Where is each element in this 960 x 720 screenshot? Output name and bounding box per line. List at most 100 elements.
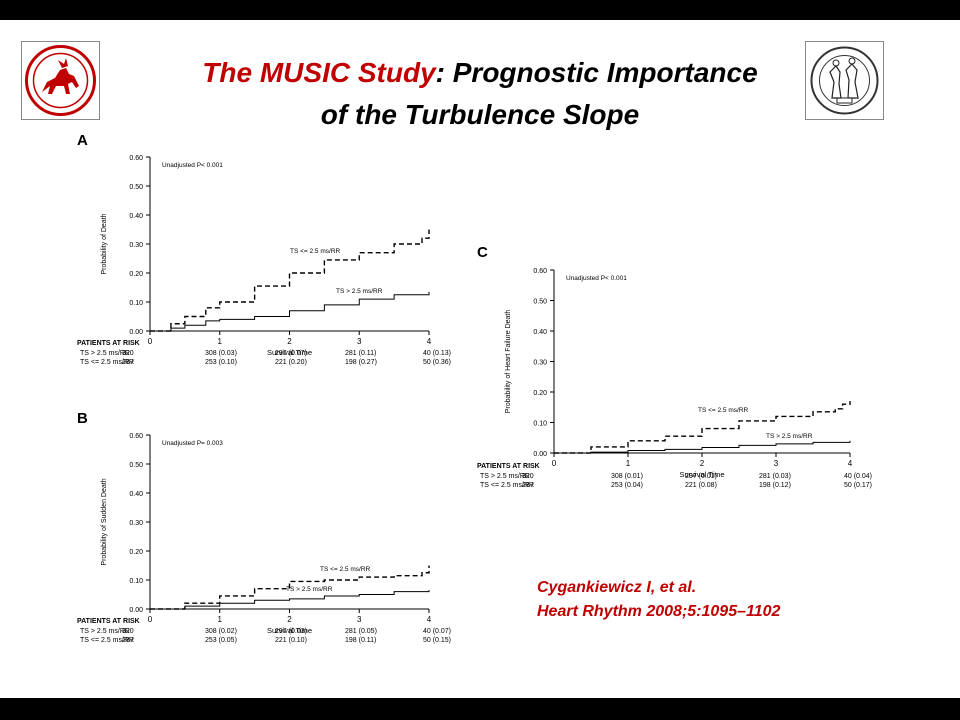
series-label: TS > 2.5 ms/RR	[766, 433, 813, 440]
x-tick-label: 1	[626, 459, 631, 468]
series-label: TS > 2.5 ms/RR	[336, 288, 383, 295]
risk-cell: 297 (0.07)	[275, 350, 307, 357]
university-seal-icon	[810, 46, 879, 115]
citation: Cygankiewicz I, et al. Heart Rhythm 2008…	[537, 576, 780, 624]
y-tick-label: 0.10	[129, 300, 143, 307]
y-tick-label: 0.30	[533, 360, 547, 367]
x-tick-label: 3	[774, 459, 779, 468]
title-accent: The MUSIC Study	[202, 57, 436, 88]
y-tick-label: 0.40	[533, 329, 547, 336]
series-label: TS <= 2.5 ms/RR	[290, 248, 341, 255]
risk-cell: 221 (0.08)	[685, 482, 717, 489]
y-tick-label: 0.00	[129, 607, 143, 614]
y-axis-label: Probability of Death	[101, 213, 108, 274]
risk-table-row: TS <= 2.5 ms/RR 287 253 (0.10) 221 (0.20) 19…	[77, 358, 451, 367]
chart-a-death: 0.00 0.10 0.20 0.30 0.40 0.50 0.60 0 1 2 3 4 Surviva…	[101, 155, 432, 357]
series-label: TS <= 2.5 ms/RR	[320, 566, 371, 573]
risk-cell: 198 (0.11)	[345, 637, 377, 644]
y-tick-label: 0.60	[129, 433, 143, 440]
series-ts-high-line	[554, 440, 851, 454]
x-tick-label: 4	[427, 615, 432, 624]
x-tick-label: 2	[287, 615, 292, 624]
x-axis-label: Survival Time	[679, 470, 724, 479]
p-value-annotation: Unadjusted P< 0.001	[566, 275, 627, 282]
risk-cell: 287	[122, 359, 134, 366]
risk-cell: 253 (0.05)	[205, 637, 237, 644]
risk-row-label: TS > 2.5 ms/RR	[80, 350, 130, 357]
citation-journal: Heart Rhythm 2008;5:1095–1102	[537, 603, 781, 620]
y-axis-label: Probability of Sudden Death	[101, 478, 108, 565]
risk-cell: 308 (0.02)	[205, 628, 237, 635]
slide: The MUSIC Study: Prognostic Importance o…	[0, 20, 960, 698]
risk-table-row: TS <= 2.5 ms/RR 287 253 (0.05) 221 (0.10) 19…	[77, 636, 451, 645]
university-seal-logo	[805, 41, 884, 120]
risk-cell: 287	[122, 637, 134, 644]
risk-table-a: PATIENTS AT RISK TS > 2.5 ms/RR 320 308 (0.…	[77, 339, 451, 367]
y-tick-label: 0.30	[129, 520, 143, 527]
risk-cell: 50 (0.15)	[423, 637, 452, 644]
risk-cell: 253 (0.04)	[611, 482, 643, 489]
risk-cell: 198 (0.27)	[345, 359, 377, 366]
series-ts-high-line	[150, 291, 430, 332]
x-tick-label: 1	[218, 615, 223, 624]
y-tick-label: 0.30	[129, 242, 143, 249]
risk-cell: 40 (0.07)	[423, 628, 452, 635]
y-tick-label: 0.20	[129, 271, 143, 278]
y-tick-label: 0.40	[129, 491, 143, 498]
citation-authors: Cygankiewicz I, et al.	[537, 579, 697, 596]
risk-cell: 40 (0.04)	[844, 473, 873, 480]
slide-title: The MUSIC Study: Prognostic Importance o…	[120, 52, 840, 136]
y-tick-label: 0.00	[533, 451, 547, 458]
x-tick-label: 0	[552, 459, 557, 468]
x-tick-label: 0	[148, 615, 153, 624]
risk-table-b: PATIENTS AT RISK TS > 2.5 ms/RR 320 308 (0.…	[77, 617, 451, 645]
p-value-annotation: Unadjusted P< 0.001	[162, 162, 223, 169]
chart-b-sudden-death: 0.00 0.10 0.20 0.30 0.40 0.50 0.60 0 1 2 3 4 Surviva…	[101, 433, 432, 635]
y-tick-label: 0.10	[129, 578, 143, 585]
risk-table-row: TS > 2.5 ms/RR 320 308 (0.01) 297 (0.01) 281…	[477, 472, 872, 481]
risk-row-label: TS <= 2.5 ms/RR	[80, 359, 135, 366]
risk-cell: 320	[122, 628, 134, 635]
series-label: TS > 2.5 ms/RR	[286, 586, 333, 593]
risk-cell: 308 (0.03)	[205, 350, 237, 357]
risk-cell: 281 (0.03)	[759, 473, 791, 480]
x-tick-label: 1	[218, 337, 223, 346]
pegasus-seal-logo	[21, 41, 100, 120]
risk-cell: 198 (0.12)	[759, 482, 791, 489]
series-label: TS <= 2.5 ms/RR	[698, 407, 749, 414]
panel-label-c: C	[477, 244, 488, 261]
y-tick-label: 0.10	[533, 421, 547, 428]
series-ts-low-line	[554, 401, 851, 454]
y-tick-label: 0.20	[533, 390, 547, 397]
title-line-1: The MUSIC Study: Prognostic Importance	[120, 52, 840, 94]
risk-cell: 297 (0.01)	[685, 473, 717, 480]
x-axis-label: Survival Time	[267, 626, 312, 635]
y-tick-label: 0.20	[129, 549, 143, 556]
x-tick-label: 0	[148, 337, 153, 346]
risk-cell: 221 (0.20)	[275, 359, 307, 366]
risk-row-label: TS > 2.5 ms/RR	[80, 628, 130, 635]
y-tick-label: 0.00	[129, 329, 143, 336]
y-tick-label: 0.40	[129, 213, 143, 220]
x-tick-label: 2	[700, 459, 705, 468]
x-tick-label: 3	[357, 615, 362, 624]
y-tick-label: 0.60	[533, 268, 547, 275]
y-tick-label: 0.50	[129, 462, 143, 469]
x-tick-label: 4	[848, 459, 853, 468]
risk-cell: 50 (0.17)	[844, 482, 873, 489]
chart-c-heart-failure-death: 0.00 0.10 0.20 0.30 0.40 0.50 0.60 0 1 2 3 4 Surviva…	[505, 268, 853, 479]
risk-cell: 40 (0.13)	[423, 350, 452, 357]
series-ts-high-line	[150, 590, 430, 610]
title-line-2: of the Turbulence Slope	[320, 99, 640, 130]
y-axis-label: Probability of Heart Failure Death	[505, 310, 512, 414]
pegasus-seal-icon	[25, 45, 96, 116]
risk-cell: 308 (0.01)	[611, 473, 643, 480]
risk-cell: 281 (0.11)	[345, 350, 377, 357]
title-rest: : Prognostic Importance	[435, 57, 758, 88]
risk-table-c: PATIENTS AT RISK TS > 2.5 ms/RR 320 308 (0.…	[477, 462, 872, 490]
risk-cell: 253 (0.10)	[205, 359, 237, 366]
risk-cell: 221 (0.10)	[275, 637, 307, 644]
x-tick-label: 4	[427, 337, 432, 346]
panel-label-b: B	[77, 410, 88, 427]
risk-cell: 320	[122, 350, 134, 357]
